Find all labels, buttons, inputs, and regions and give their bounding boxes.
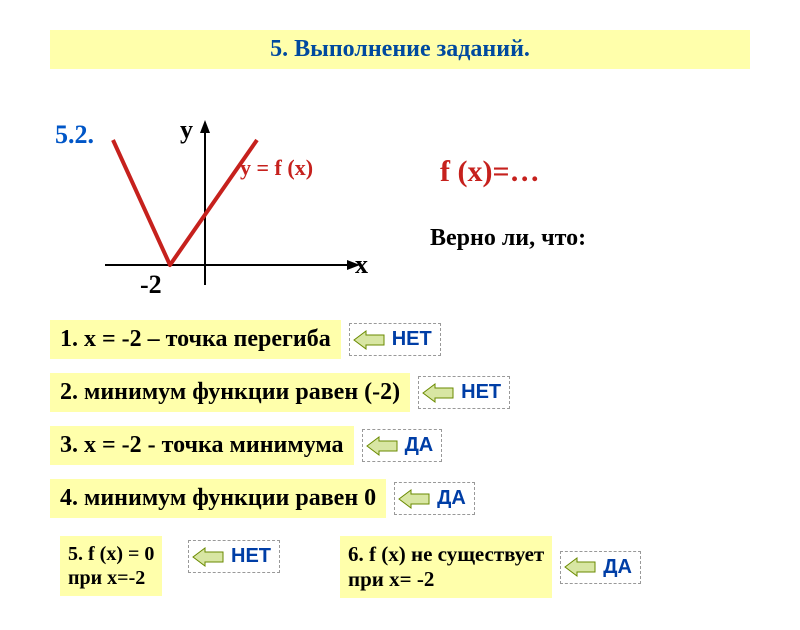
answer-badge: НЕТ bbox=[349, 323, 441, 356]
statement-row-2: 2. минимум функции равен (-2) НЕТ bbox=[50, 373, 510, 412]
section-number: 5.2. bbox=[55, 120, 94, 150]
answer-text: ДА bbox=[599, 554, 636, 581]
statement-text: 5. f (x) = 0 при x=-2 bbox=[60, 536, 162, 596]
answer-badge: НЕТ bbox=[188, 540, 280, 573]
answer-badge: ДА bbox=[560, 551, 641, 584]
tick-label: -2 bbox=[140, 270, 162, 300]
statement-row-3: 3. x = -2 - точка минимума ДА bbox=[50, 426, 442, 465]
statement-row-1: 1. x = -2 – точка перегиба НЕТ bbox=[50, 320, 441, 359]
statement-text: 6. f (x) не существует при x= -2 bbox=[340, 536, 552, 598]
chart: y x -2 y = f (x) bbox=[95, 115, 375, 295]
answer-text: НЕТ bbox=[388, 326, 436, 353]
question-text: Верно ли, что: bbox=[430, 225, 586, 252]
answer-badge: НЕТ bbox=[418, 376, 510, 409]
arrow-left-icon bbox=[191, 546, 225, 568]
statement-text: 3. x = -2 - точка минимума bbox=[50, 426, 354, 465]
statement-row-4: 4. минимум функции равен 0 ДА bbox=[50, 479, 475, 518]
answer-text: НЕТ bbox=[227, 543, 275, 570]
fx-prompt: f (x)=… bbox=[440, 155, 540, 189]
arrow-left-icon bbox=[421, 382, 455, 404]
answer-badge: ДА bbox=[394, 482, 475, 515]
answer-text: ДА bbox=[433, 485, 470, 512]
curve-equation: y = f (x) bbox=[240, 155, 313, 181]
statement-text: 4. минимум функции равен 0 bbox=[50, 479, 386, 518]
arrow-left-icon bbox=[563, 556, 597, 578]
answer-badge: ДА bbox=[362, 429, 443, 462]
statement-text: 1. x = -2 – точка перегиба bbox=[50, 320, 341, 359]
x-axis-label: x bbox=[355, 250, 368, 280]
answer-text: НЕТ bbox=[457, 379, 505, 406]
answer-text: ДА bbox=[401, 432, 438, 459]
page-title: 5. Выполнение заданий. bbox=[50, 30, 750, 69]
statement-row-6: 6. f (x) не существует при x= -2 ДА bbox=[340, 536, 641, 598]
arrow-left-icon bbox=[365, 435, 399, 457]
statement-row-5: 5. f (x) = 0 при x=-2 НЕТ bbox=[60, 536, 162, 596]
statement-text: 2. минимум функции равен (-2) bbox=[50, 373, 410, 412]
arrow-left-icon bbox=[397, 488, 431, 510]
arrow-left-icon bbox=[352, 329, 386, 351]
y-axis-label: y bbox=[180, 115, 193, 145]
